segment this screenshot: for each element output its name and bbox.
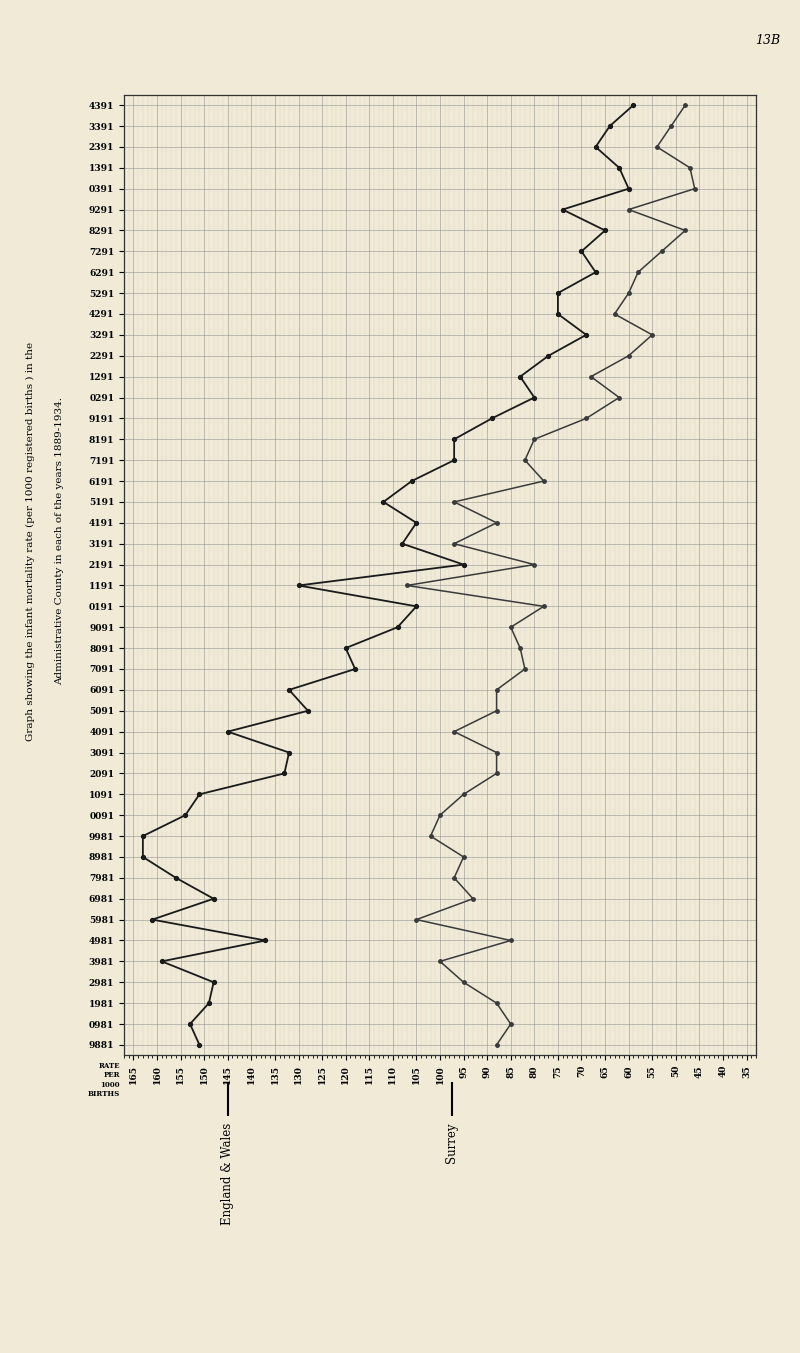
Text: Administrative County in each of the years 1889-1934.: Administrative County in each of the yea…	[55, 398, 65, 685]
Text: Surrey: Surrey	[446, 1123, 458, 1164]
Text: 13B: 13B	[755, 34, 780, 47]
Text: England & Wales: England & Wales	[222, 1123, 234, 1226]
Text: RATE
PER
1000
BIRTHS: RATE PER 1000 BIRTHS	[88, 1062, 120, 1097]
Text: Graph showing the infant mortality rate (per 1000 registered births ) in the: Graph showing the infant mortality rate …	[26, 342, 35, 740]
